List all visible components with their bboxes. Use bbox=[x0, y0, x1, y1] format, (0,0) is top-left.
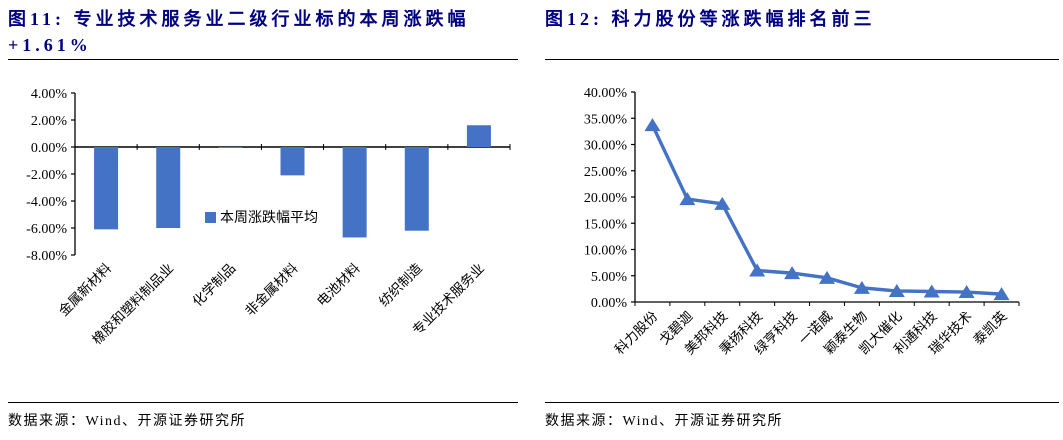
figure-12-source: 数据来源：Wind、开源证券研究所 bbox=[545, 414, 784, 429]
x-category-label: 金属新材料 bbox=[56, 260, 115, 319]
legend-marker bbox=[205, 212, 216, 223]
y-tick-label: -8.00% bbox=[26, 249, 67, 264]
x-category-label: 非金属材料 bbox=[242, 260, 301, 319]
triangle-marker-凯大催化 bbox=[888, 283, 905, 297]
figure-11: 图11: 专业技术服务业二级行业标的本周涨跌幅 +1.61% 4.00% 2.00… bbox=[8, 6, 518, 440]
figure-12-line-chart: 40.00% 35.00% 30.00% 25.00% 20.00% 15.00% 10.0… bbox=[545, 60, 1059, 402]
line-chart-canvas: 40.00% 35.00% 30.00% 25.00% 20.00% 15.00% 10.0… bbox=[584, 86, 1020, 357]
x-category-label: 纺织制造 bbox=[376, 260, 425, 309]
triangle-marker-一诺威 bbox=[819, 270, 835, 284]
x-category-label: 科力股份 bbox=[612, 308, 661, 357]
bar-chart-canvas: 4.00% 2.00% 0.00% -2.00% -4.00% -6.00% -8.00%金… bbox=[26, 87, 511, 347]
y-tick-label: -6.00% bbox=[26, 222, 67, 237]
triangle-marker-泰凯英 bbox=[993, 287, 1010, 301]
x-category-label: 泰凯英 bbox=[970, 307, 1010, 347]
figure-11-title-divider bbox=[8, 59, 518, 60]
y-tick-label: 0.00% bbox=[31, 141, 68, 156]
bar-化学制品 bbox=[218, 147, 243, 148]
figure-12: 图12: 科力股份等涨跌幅排名前三 40.00% 35.00% 30.00% 25.0… bbox=[545, 6, 1059, 440]
y-tick-label: 4.00% bbox=[31, 87, 68, 102]
y-tick-label: 15.00% bbox=[584, 217, 628, 232]
figure-12-title: 图12: 科力股份等涨跌幅排名前三 bbox=[545, 6, 1059, 59]
x-category-label: 电池材料 bbox=[314, 260, 363, 309]
figure-12-title-divider bbox=[545, 59, 1059, 60]
triangle-marker-秉扬科技 bbox=[749, 263, 766, 277]
legend-label: 本周涨跌幅平均 bbox=[220, 210, 318, 226]
figure-12-source-divider bbox=[545, 402, 1059, 403]
y-tick-label: -4.00% bbox=[26, 195, 67, 210]
y-tick-label: 10.00% bbox=[584, 244, 628, 259]
y-tick-label: 20.00% bbox=[584, 191, 628, 206]
triangle-marker-颖泰生物 bbox=[853, 280, 870, 294]
y-tick-label: -2.00% bbox=[26, 168, 67, 183]
y-tick-label: 35.00% bbox=[584, 112, 628, 127]
bar-橡胶和塑料制品业 bbox=[156, 147, 181, 228]
figure-11-title-line1: 图11: 专业技术服务业二级行业标的本周涨跌幅 bbox=[8, 9, 470, 29]
y-tick-label: 0.00% bbox=[591, 296, 628, 311]
bar-非金属材料 bbox=[280, 147, 305, 176]
y-tick-label: 5.00% bbox=[591, 270, 628, 285]
data-line bbox=[650, 124, 1002, 296]
x-category-label: 化学制品 bbox=[190, 261, 239, 310]
y-tick-label: 2.00% bbox=[31, 114, 68, 129]
triangle-marker-美邦科技 bbox=[714, 196, 731, 210]
triangle-marker-瑞华技术 bbox=[958, 285, 975, 299]
figure-11-title-line2: +1.61% bbox=[8, 35, 92, 55]
figure-12-title-line1: 图12: 科力股份等涨跌幅排名前三 bbox=[545, 9, 876, 29]
y-tick-label: 30.00% bbox=[584, 139, 628, 154]
figure-11-title: 图11: 专业技术服务业二级行业标的本周涨跌幅 +1.61% bbox=[8, 6, 518, 59]
bar-专业技术服务业 bbox=[466, 125, 491, 147]
figure-11-bar-chart: 4.00% 2.00% 0.00% -2.00% -4.00% -6.00% -8.00% 金… bbox=[8, 60, 518, 402]
triangle-marker-绿亨科技 bbox=[784, 266, 801, 280]
y-tick-label: 25.00% bbox=[584, 165, 628, 180]
figure-11-source-divider bbox=[8, 402, 518, 403]
triangle-marker-利通科技 bbox=[923, 284, 940, 298]
y-tick-label: 40.00% bbox=[584, 86, 628, 101]
triangle-marker-科力股份 bbox=[644, 118, 661, 132]
figure-11-source: 数据来源：Wind、开源证券研究所 bbox=[8, 414, 247, 429]
bar-金属新材料 bbox=[94, 147, 119, 230]
triangle-marker-戈碧迦 bbox=[679, 192, 696, 206]
bar-电池材料 bbox=[342, 147, 367, 238]
bar-纺织制造 bbox=[404, 147, 429, 231]
